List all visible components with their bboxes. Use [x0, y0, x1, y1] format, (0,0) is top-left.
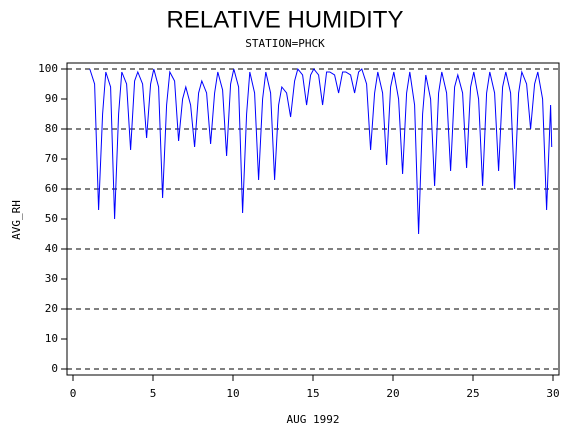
chart-title: RELATIVE HUMIDITY — [167, 6, 404, 33]
plot-frame — [66, 62, 560, 376]
x-tick-label: 20 — [386, 387, 399, 400]
y-tick-label: 40 — [45, 242, 58, 255]
x-tick-label: 30 — [546, 387, 559, 400]
y-tick-label: 60 — [45, 182, 58, 195]
x-tick-label: 5 — [150, 387, 157, 400]
y-tick-label: 50 — [45, 212, 58, 225]
y-tick-label: 80 — [45, 122, 58, 135]
x-tick-label: 0 — [70, 387, 77, 400]
x-tick-label: 10 — [226, 387, 239, 400]
data-line — [89, 67, 553, 235]
y-axis-label: AVG_RH — [10, 200, 23, 240]
y-tick-label: 0 — [51, 362, 58, 375]
x-tick-label: 25 — [466, 387, 479, 400]
y-tick-label: 90 — [45, 92, 58, 105]
y-tick-label: 20 — [45, 302, 58, 315]
y-tick-label: 70 — [45, 152, 58, 165]
y-tick-label: 100 — [38, 62, 58, 75]
y-tick-label: 10 — [45, 332, 58, 345]
x-tick-label: 15 — [306, 387, 319, 400]
x-axis-label: AUG 1992 — [287, 413, 340, 426]
y-tick-label: 30 — [45, 272, 58, 285]
chart-subtitle: STATION=PHCK — [245, 37, 325, 50]
